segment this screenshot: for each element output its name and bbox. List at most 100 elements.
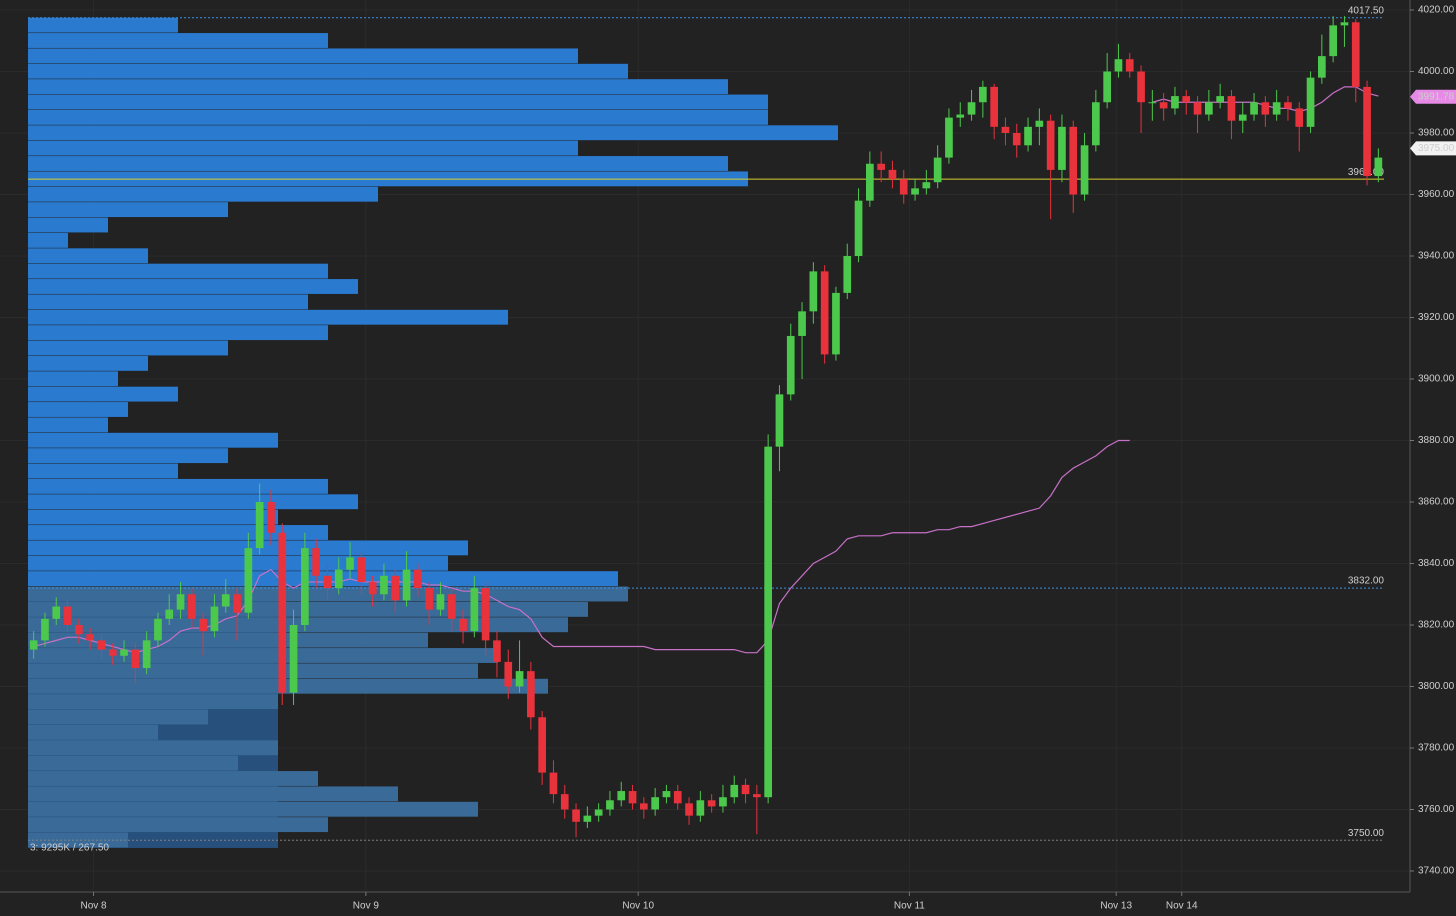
candle-body — [1363, 86, 1371, 177]
reference-label: 4017.50 — [1348, 5, 1385, 16]
candle-body — [1046, 120, 1055, 170]
candle-body — [549, 772, 558, 795]
candle-body — [1080, 145, 1089, 195]
profile-bar — [28, 202, 228, 218]
profile-bar — [28, 156, 728, 171]
candle-body — [1148, 102, 1157, 104]
profile-bar — [28, 678, 548, 694]
y-tick-label: 3740.00 — [1418, 866, 1455, 877]
profile-bar — [28, 755, 238, 771]
candle-body — [267, 502, 275, 533]
candle-body — [334, 569, 343, 589]
candle-body — [142, 640, 151, 669]
candle-body — [640, 803, 648, 810]
candle-body — [1238, 114, 1247, 121]
candle-body — [538, 717, 546, 773]
candle-body — [1092, 102, 1100, 146]
profile-bar — [28, 663, 478, 679]
candle-body — [775, 394, 784, 447]
candle-body — [86, 634, 94, 641]
candle-body — [1272, 102, 1281, 115]
profile-bar — [28, 509, 278, 525]
y-tick-label: 3800.00 — [1418, 681, 1455, 692]
candle-body — [221, 594, 230, 607]
candle-body — [97, 640, 106, 650]
candle-body — [459, 618, 467, 632]
candle-body — [63, 606, 72, 625]
profile-bar — [28, 694, 278, 710]
candle-body — [323, 575, 332, 589]
candle-body — [312, 548, 320, 576]
candle-body — [911, 188, 919, 195]
candle-body — [753, 794, 761, 798]
candle-body — [820, 271, 829, 355]
profile-bar — [28, 232, 68, 248]
reference-label: 3832.00 — [1348, 576, 1385, 587]
candle-body — [402, 569, 411, 601]
candle-body — [515, 671, 524, 687]
x-tick-label: Nov 14 — [1166, 901, 1198, 912]
profile-bar — [28, 786, 398, 802]
profile-bar — [28, 217, 108, 233]
candle-body — [1001, 126, 1010, 133]
reference-label: 3750.00 — [1348, 828, 1385, 839]
profile-bar — [28, 478, 328, 494]
candle-body — [764, 446, 772, 798]
candle-body — [1103, 71, 1111, 103]
y-tick-label: 3760.00 — [1418, 804, 1455, 815]
candle-body — [1035, 120, 1044, 127]
candle-body — [979, 86, 987, 103]
candle-body — [1340, 22, 1349, 26]
profile-bar — [28, 17, 178, 33]
candle-body — [368, 581, 377, 595]
profile-bar — [28, 325, 328, 341]
candle-body — [651, 797, 659, 810]
profile-bar — [28, 817, 328, 833]
candle-body — [990, 86, 998, 127]
candle-body — [210, 606, 219, 632]
candle-body — [346, 557, 354, 570]
candle-body — [877, 163, 885, 170]
axes: 3740.00 3760.00 3780.00 3800.00 3820.00 3840.… — [80, 5, 1456, 912]
profile-bar — [28, 801, 478, 817]
candle-body — [560, 794, 569, 810]
candle-body — [719, 797, 727, 807]
y-tick-label: 4000.00 — [1418, 66, 1455, 77]
candle-body — [673, 791, 682, 804]
candle-body — [1205, 102, 1213, 115]
profile-bar — [28, 263, 328, 279]
candle-body — [447, 594, 456, 619]
candle-body — [628, 791, 637, 804]
candle-body — [1306, 77, 1315, 127]
candle-body — [131, 649, 140, 669]
y-tick-label: 3840.00 — [1418, 558, 1455, 569]
candle-body — [741, 784, 750, 795]
profile-bar — [28, 432, 278, 448]
candle-body — [730, 784, 739, 798]
x-tick-label: Nov 13 — [1100, 901, 1132, 912]
y-tick-label: 3820.00 — [1418, 620, 1455, 631]
y-tick-label: 3920.00 — [1418, 312, 1455, 323]
candle-body — [470, 588, 479, 632]
candle-body — [278, 532, 287, 693]
candle-body — [1024, 126, 1032, 146]
profile-bar — [28, 33, 328, 48]
profile-bar — [28, 140, 578, 156]
x-tick-label: Nov 10 — [622, 901, 654, 912]
candle-body — [436, 594, 445, 610]
candle-body — [108, 649, 117, 656]
candle-body — [798, 311, 806, 336]
profile-bar — [28, 525, 328, 540]
candle-body — [154, 618, 162, 641]
candle-body — [956, 114, 965, 118]
candle-body — [527, 671, 535, 718]
candle-body — [244, 548, 253, 613]
profile-bar — [28, 448, 228, 464]
profile-bar — [28, 386, 178, 402]
candle-body — [945, 117, 953, 158]
y-tick-label: 3780.00 — [1418, 743, 1455, 754]
candle-body — [1374, 157, 1383, 177]
candle-body — [481, 588, 490, 641]
candle-body — [1193, 102, 1202, 115]
